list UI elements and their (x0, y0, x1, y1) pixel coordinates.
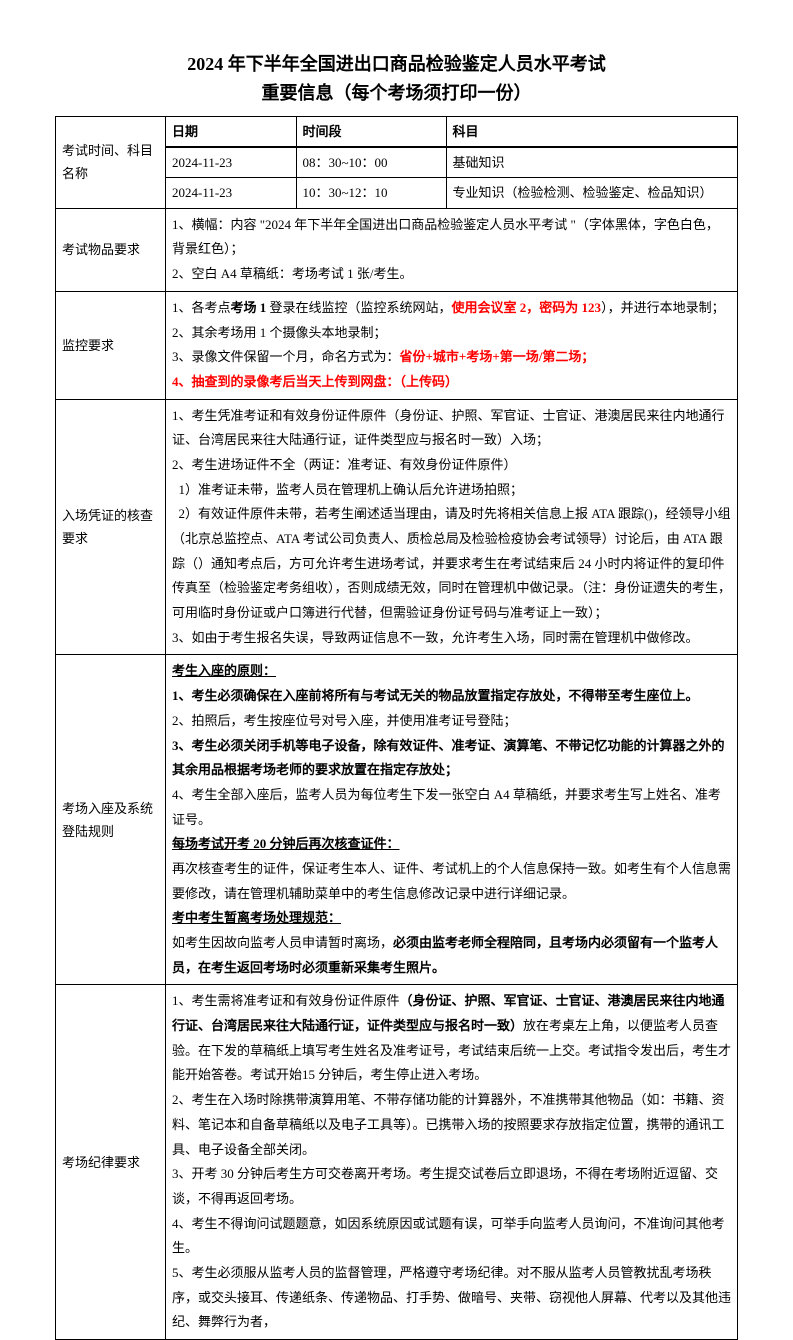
schedule-row2: 2024-11-23 10：30~12：10 专业知识（检验检测、检验鉴定、检品… (166, 178, 738, 208)
seat-4: 4、考生全部入座后，监考人员为每位考生下发一张空白 A4 草稿纸，并要求考生写上… (172, 787, 721, 827)
ent-2: 2、考生进场证件不全（两证：准考证、有效身份证件原件） (172, 457, 517, 472)
ent-sub1: 1）准考证未带，监考人员在管理机上确认后允许进场拍照； (179, 482, 524, 497)
discipline-content: 1、考生需将准考证和有效身份证件原件（身份证、护照、军官证、士官证、港澳居民来往… (166, 985, 738, 1340)
monitoring-content: 1、各考点考场 1 登录在线监控（监控系统网站，使用会议室 2，密码为 123）… (166, 291, 738, 399)
entrance-label: 入场凭证的核查要求 (56, 399, 166, 655)
schedule-content: 日期 时间段 科目 (166, 116, 738, 147)
ent-1: 1、考生凭准考证和有效身份证件原件（身份证、护照、军官证、士官证、港澳居民来往内… (172, 408, 725, 448)
disc-2: 2、考生在入场时除携带演算用笔、不带存储功能的计算器外，不准携带其他物品（如：书… (172, 1092, 725, 1156)
entrance-content: 1、考生凭准考证和有效身份证件原件（身份证、护照、军官证、士官证、港澳居民来往内… (166, 399, 738, 655)
seat-6a: 如考生因故向监考人员申请暂时离场， (172, 935, 393, 950)
seat-5: 再次核查考生的证件，保证考生本人、证件、考试机上的个人信息保持一致。如考生有个人… (172, 861, 731, 901)
disc-3: 3、开考 30 分钟后考生方可交卷离开考场。考生提交试卷后立即退场，不得在考场附… (172, 1166, 718, 1206)
exam-items-1: 1、横幅：内容 "2024 年下半年全国进出口商品检验鉴定人员水平考试 "（字体… (172, 217, 719, 257)
doc-title: 2024 年下半年全国进出口商品检验鉴定人员水平考试 重要信息（每个考场须打印一… (55, 50, 738, 108)
header-date: 日期 (166, 117, 296, 147)
seat-1: 1、考生必须确保在入座前将所有与考试无关的物品放置指定存放处，不得带至考生座位上… (172, 688, 699, 703)
mon-4: 4、抽查到的录像考后当天上传到网盘：（上传码） (172, 374, 458, 389)
r1-date: 2024-11-23 (166, 148, 296, 177)
r2-time: 10：30~12：10 (296, 178, 446, 207)
ent-3: 3、如由于考生报名失误，导致两证信息不一致，允许考生入场，同时需在管理机中做修改… (172, 630, 699, 645)
exam-items-content: 1、横幅：内容 "2024 年下半年全国进出口商品检验鉴定人员水平考试 "（字体… (166, 208, 738, 291)
mon-3a: 3、录像文件保留一个月，命名方式为： (172, 349, 400, 364)
mon-1c: 登录在线监控（监控系统网站， (270, 300, 452, 315)
seating-label: 考场入座及系统登陆规则 (56, 655, 166, 985)
mon-3b: 省份+城市+考场+第一场/第二场； (400, 349, 595, 364)
seat-h1: 考生入座的原则： (172, 663, 276, 678)
discipline-label: 考场纪律要求 (56, 985, 166, 1340)
r2-subject: 专业知识（检验检测、检验鉴定、检品知识） (446, 178, 737, 207)
exam-items-label: 考试物品要求 (56, 208, 166, 291)
main-table: 考试时间、科目名称 日期 时间段 科目 2024-11-23 08：30~10：… (55, 116, 738, 1340)
ent-sub2: 2）有效证件原件未带，若考生阐述适当理由，请及时先将相关信息上报 ATA 跟踪(… (172, 506, 731, 620)
seat-h2: 每场考试开考 20 分钟后再次核查证件： (172, 836, 400, 851)
schedule-row1: 2024-11-23 08：30~10：00 基础知识 (166, 147, 738, 177)
title-line2: 重要信息（每个考场须打印一份） (262, 83, 532, 103)
seating-content: 考生入座的原则： 1、考生必须确保在入座前将所有与考试无关的物品放置指定存放处，… (166, 655, 738, 985)
schedule-label: 考试时间、科目名称 (56, 116, 166, 208)
mon-1e: ），并进行本地录制； (601, 300, 725, 315)
title-line1: 2024 年下半年全国进出口商品检验鉴定人员水平考试 (187, 54, 606, 74)
r1-time: 08：30~10：00 (296, 148, 446, 177)
exam-items-2: 2、空白 A4 草稿纸：考场考试 1 张/考生。 (172, 266, 413, 281)
r1-subject: 基础知识 (446, 148, 737, 177)
disc-4: 4、考生不得询问试题题意，如因系统原因或试题有误，可举手向监考人员询问，不准询问… (172, 1216, 725, 1256)
seat-2: 2、拍照后，考生按座位号对号入座，并使用准考证号登陆； (172, 713, 517, 728)
seat-3: 3、考生必须关闭手机等电子设备，除有效证件、准考证、演算笔、不带记忆功能的计算器… (172, 738, 725, 778)
mon-1a: 1、各考点 (172, 300, 231, 315)
disc-1a: 1、考生需将准考证和有效身份证件原件 (172, 993, 400, 1008)
r2-date: 2024-11-23 (166, 178, 296, 207)
mon-1b: 考场 1 (231, 300, 270, 315)
header-time: 时间段 (296, 117, 446, 147)
mon-2: 2、其余考场用 1 个摄像头本地录制； (172, 325, 387, 340)
seat-h3: 考中考生暂离考场处理规范： (172, 910, 341, 925)
header-subject: 科目 (446, 117, 737, 147)
mon-1d: 使用会议室 2，密码为 123 (452, 300, 602, 315)
monitoring-label: 监控要求 (56, 291, 166, 399)
disc-5: 5、考生必须服从监考人员的监督管理，严格遵守考场纪律。对不服从监考人员管教扰乱考… (172, 1265, 731, 1329)
